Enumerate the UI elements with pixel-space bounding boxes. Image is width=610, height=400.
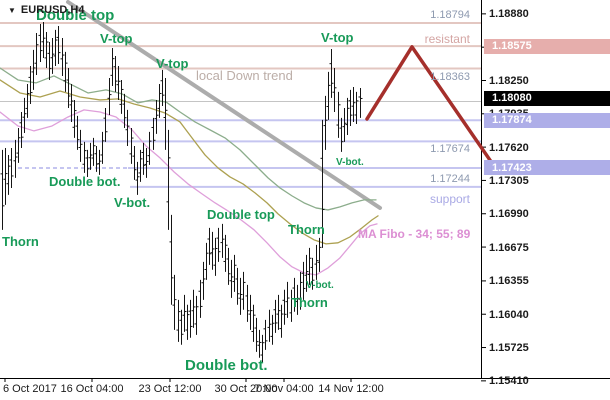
annotation-support: support (429, 192, 470, 206)
chevron-down-icon: ▼ (8, 5, 16, 15)
ma-55-line (0, 79, 379, 245)
annotation-v-top: V-top (156, 56, 189, 71)
annotation-double-top: Double top (36, 7, 115, 24)
annotation-thorn: Thorn (291, 295, 328, 310)
level-price-label: 1.18794 (430, 8, 470, 21)
axis-highlight-support: 1.17423 (484, 160, 610, 176)
x-axis-label: 6 Oct 2017 (3, 383, 57, 395)
y-axis-label: 1.16675 (489, 241, 529, 254)
symbol-label[interactable]: ▼ EURUSD,H4 (8, 4, 85, 16)
level-price-label: 1.17244 (430, 172, 470, 185)
y-axis-label: 1.16355 (489, 275, 529, 288)
axis-highlight-resistance: 1.18575 (484, 38, 610, 54)
annotation-thorn: Thorn (288, 222, 325, 237)
annotation-v-bot-: V-bot. (114, 195, 151, 210)
annotation-local-down-trend: local Down trend (196, 68, 293, 83)
annotation-v-top: V-top (321, 30, 354, 45)
ma-89-line (0, 109, 378, 276)
level-price-label: 1.18363 (430, 70, 470, 83)
down-trendline (66, 0, 382, 210)
x-axis-label: 30 Oct 20:00 (214, 383, 278, 395)
annotation-double-bot-: Double bot. (49, 174, 121, 189)
x-axis-label: 16 Oct 04:00 (60, 383, 124, 395)
x-axis-label: 14 Nov 12:00 (318, 383, 384, 395)
axis-highlight-support: 1.17874 (484, 112, 610, 128)
annotation-resistant: resistant (424, 32, 470, 46)
y-axis-label: 1.15725 (489, 342, 529, 355)
annotation-thorn: Thorn (2, 234, 39, 249)
symbol-label-text: EURUSD,H4 (20, 4, 85, 16)
level-price-label: 1.17674 (430, 143, 470, 156)
y-axis-label: 1.18250 (489, 74, 529, 87)
annotation-double-bot-: Double bot. (185, 357, 268, 374)
annotation-v-bot-: V-bot. (336, 157, 364, 168)
y-axis-label: 1.17620 (489, 141, 529, 154)
y-axis-label: 1.16990 (489, 208, 529, 221)
y-axis-label: 1.18880 (489, 8, 529, 21)
annotation-double-top: Double top (207, 207, 275, 222)
y-axis-label: 1.15410 (489, 375, 529, 388)
y-axis-label: 1.16040 (489, 308, 529, 321)
axis-highlight-current: 1.18080 (484, 90, 610, 106)
y-axis-label: 1.17305 (489, 174, 529, 187)
x-axis-label: 7 Nov 04:00 (254, 383, 314, 395)
projection-arrow (365, 45, 496, 168)
annotation-v-bot-: V-bot. (306, 280, 334, 291)
annotation-ma-fibo-34-55-89: MA Fibo - 34; 55; 89 (358, 227, 471, 241)
x-axis-label: 23 Oct 12:00 (138, 383, 202, 395)
annotation-v-top: V-top (100, 31, 133, 46)
